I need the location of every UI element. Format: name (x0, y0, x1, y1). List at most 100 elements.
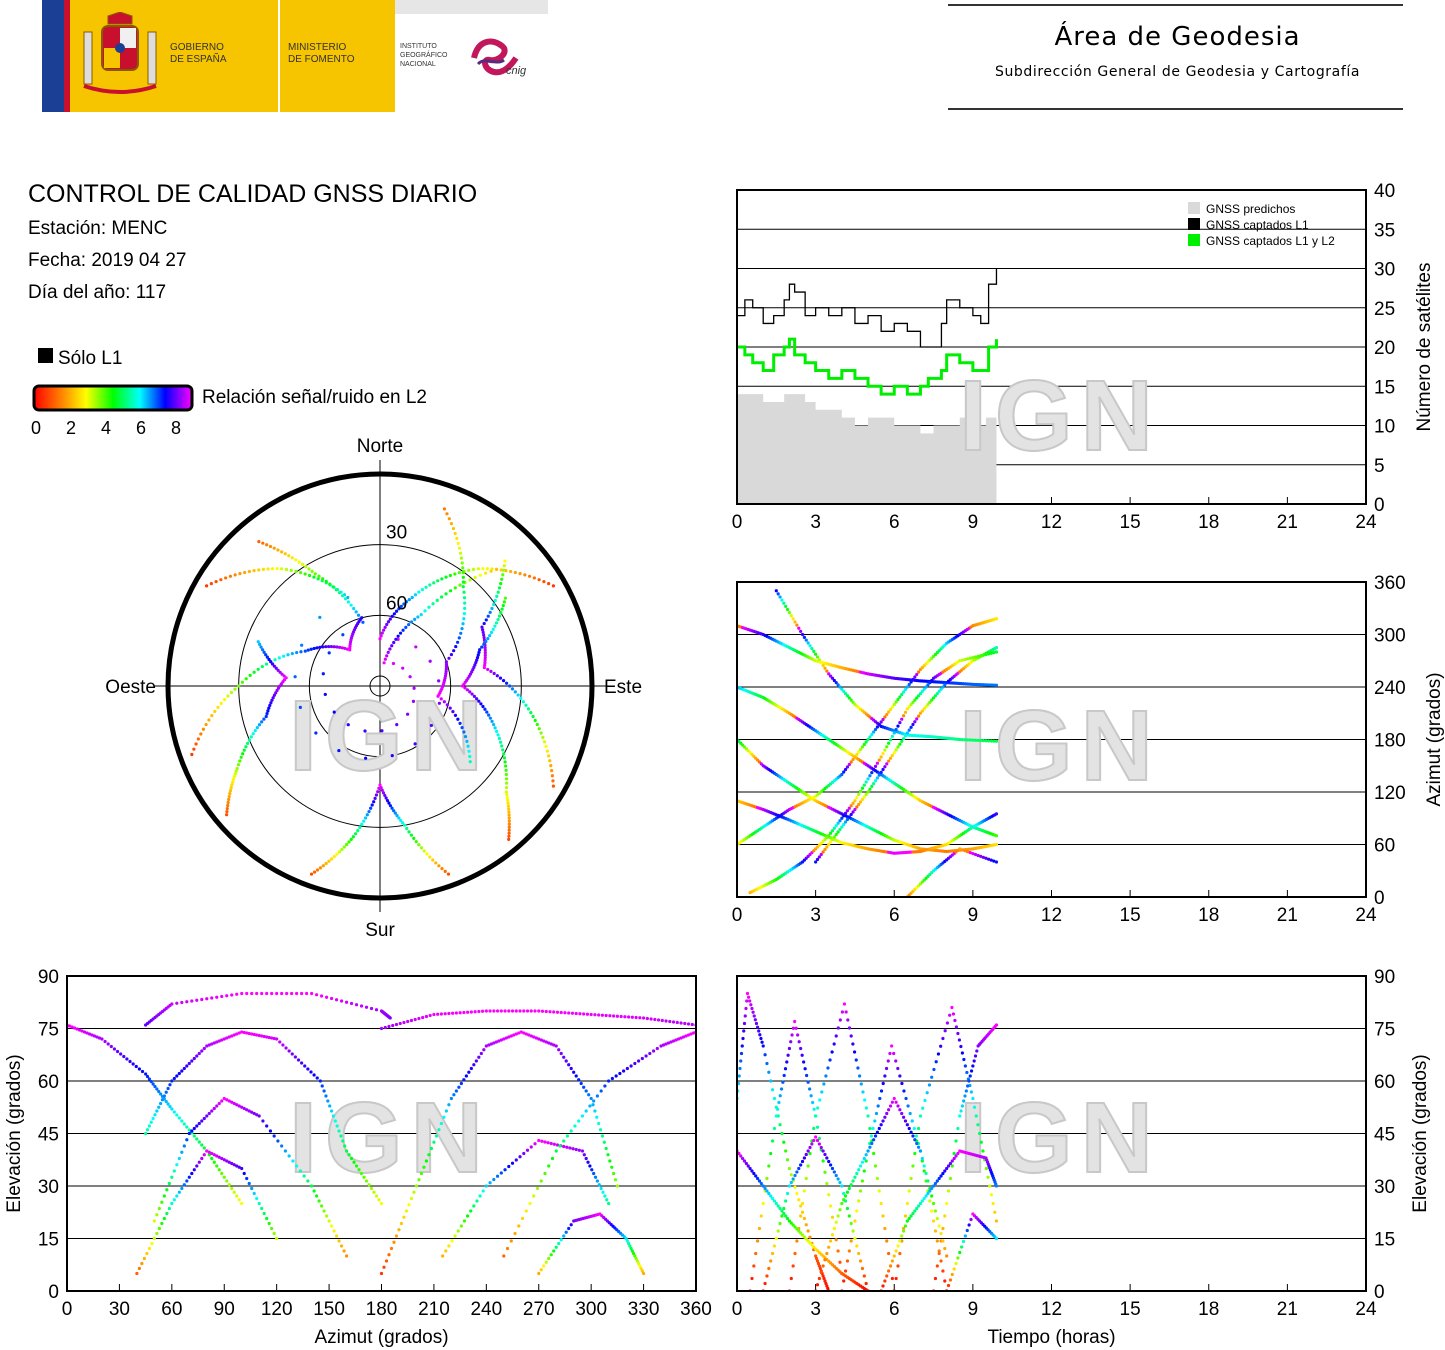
track-point (960, 1051, 964, 1055)
track-point (459, 1224, 463, 1228)
track-point (821, 1264, 825, 1268)
track-point (808, 1145, 812, 1150)
sky-point (492, 602, 496, 607)
track-point (925, 1091, 929, 1095)
track-point (362, 1175, 366, 1179)
track-point (928, 1199, 932, 1203)
track-point (892, 1096, 896, 1101)
track-point (205, 997, 209, 1001)
track-point (817, 855, 821, 859)
track-point (364, 1005, 369, 1009)
track-point (830, 829, 835, 833)
track-point (580, 1114, 585, 1118)
track-point (913, 1138, 917, 1142)
track-point (666, 1041, 671, 1045)
sky-point (504, 681, 509, 685)
snr-tick-label: 6 (136, 418, 146, 438)
track-point (752, 1014, 756, 1018)
sky-point (482, 635, 486, 640)
track-point (469, 1066, 473, 1071)
sky-point (459, 631, 463, 635)
track-point (87, 1032, 92, 1036)
track-point (843, 691, 848, 696)
sky-point (246, 741, 250, 745)
sky-point (454, 644, 458, 649)
track-point (320, 1084, 324, 1088)
sky-point (466, 744, 470, 748)
track-point (349, 1156, 354, 1161)
track-point (755, 1025, 760, 1029)
track-point (212, 1153, 216, 1157)
track-point (890, 1044, 894, 1048)
track-point (784, 1149, 788, 1153)
sky-point (531, 714, 535, 719)
sky-point (369, 806, 373, 810)
sky-point (463, 606, 467, 611)
track-point (987, 739, 991, 743)
track-point (522, 1151, 526, 1156)
sky-point (328, 582, 332, 586)
track-point (759, 1181, 763, 1186)
sky-point (482, 665, 486, 670)
sky-point (463, 601, 467, 605)
track-point (892, 751, 896, 755)
sky-point (440, 867, 444, 871)
track-point (793, 1019, 797, 1024)
sky-point (507, 831, 511, 835)
track-point (958, 847, 962, 851)
track-point (595, 1115, 599, 1119)
sky-point (503, 596, 508, 600)
sky-point (471, 567, 476, 572)
track-point (444, 1249, 448, 1253)
sky-point (260, 664, 264, 669)
track-point (767, 1164, 771, 1168)
track-point (787, 611, 792, 615)
sky-point (337, 850, 342, 854)
sky-point (504, 768, 508, 772)
track-point (600, 1134, 604, 1138)
track-point (750, 1169, 754, 1173)
track-point (417, 1178, 421, 1182)
track-point (207, 1043, 211, 1047)
track-point (197, 1160, 201, 1164)
snr-tick-label: 4 (101, 418, 111, 438)
track-point (539, 1038, 543, 1042)
track-point (832, 835, 836, 839)
sky-point (507, 819, 511, 823)
track-point (592, 1099, 596, 1103)
sky-point (490, 606, 494, 611)
sky-point (444, 575, 448, 579)
x-tick-label: 9 (968, 905, 979, 926)
track-point (582, 1085, 586, 1089)
track-point (791, 1026, 795, 1030)
sky-point (266, 709, 270, 713)
track-point (772, 1244, 777, 1248)
track-point (935, 691, 939, 696)
track-point (868, 787, 872, 791)
track-point (776, 1229, 780, 1233)
sky-point (483, 661, 487, 665)
sky-point (317, 574, 321, 578)
track-point (484, 1184, 488, 1188)
track-point (195, 1137, 199, 1141)
track-point (922, 687, 926, 691)
track-point (960, 658, 964, 662)
track-point (548, 1010, 552, 1014)
track-point (816, 1106, 820, 1110)
track-point (457, 1085, 461, 1089)
sky-point (459, 556, 464, 560)
track-point (858, 1189, 863, 1193)
track-point (741, 1036, 745, 1041)
track-point (797, 1166, 801, 1171)
track-point (888, 1264, 893, 1268)
sky-point (480, 645, 484, 649)
track-point (517, 1031, 521, 1035)
track-point (840, 687, 844, 691)
track-point (858, 789, 863, 793)
track-point (793, 1173, 797, 1178)
track-point (434, 1134, 439, 1138)
track-point (328, 1104, 332, 1108)
sky-point (448, 706, 452, 710)
track-point (873, 764, 878, 768)
track-point (847, 762, 851, 767)
